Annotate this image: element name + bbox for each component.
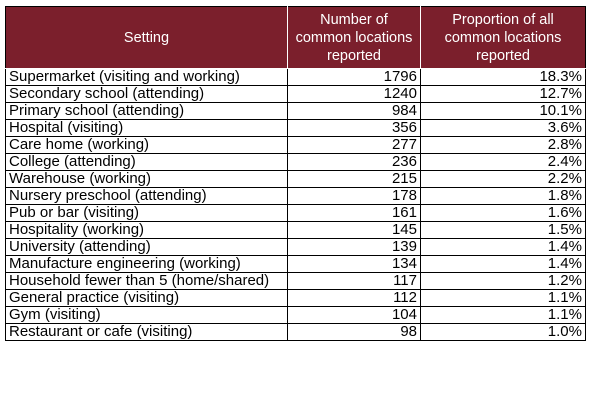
count-cell: 356 (287, 119, 421, 137)
table-row: Nursery preschool (attending) 178 1.8% (5, 187, 586, 205)
proportion-cell: 1.1% (420, 289, 586, 307)
header-row: Setting Number of common locations repor… (5, 6, 586, 69)
count-cell: 117 (287, 272, 421, 290)
table-row: Secondary school (attending) 1240 12.7% (5, 85, 586, 103)
setting-cell: University (attending) (5, 238, 288, 256)
proportion-cell: 10.1% (420, 102, 586, 120)
table-row: Warehouse (working) 215 2.2% (5, 170, 586, 188)
count-cell: 277 (287, 136, 421, 154)
setting-cell: Manufacture engineering (working) (5, 255, 288, 273)
setting-cell: College (attending) (5, 153, 288, 171)
setting-cell: Supermarket (visiting and working) (5, 68, 288, 86)
table-row: University (attending) 139 1.4% (5, 238, 586, 256)
count-cell: 1240 (287, 85, 421, 103)
proportion-cell: 1.2% (420, 272, 586, 290)
count-cell: 236 (287, 153, 421, 171)
proportion-cell: 3.6% (420, 119, 586, 137)
header-setting: Setting (5, 6, 288, 69)
table-row: College (attending) 236 2.4% (5, 153, 586, 171)
setting-cell: Warehouse (working) (5, 170, 288, 188)
setting-cell: Gym (visiting) (5, 306, 288, 324)
setting-cell: Restaurant or cafe (visiting) (5, 323, 288, 341)
setting-cell: Household fewer than 5 (home/shared) (5, 272, 288, 290)
setting-cell: Care home (working) (5, 136, 288, 154)
count-cell: 139 (287, 238, 421, 256)
table-row: Manufacture engineering (working) 134 1.4% (5, 255, 586, 273)
setting-cell: Primary school (attending) (5, 102, 288, 120)
setting-cell: Secondary school (attending) (5, 85, 288, 103)
proportion-cell: 1.8% (420, 187, 586, 205)
table-row: Care home (working) 277 2.8% (5, 136, 586, 154)
proportion-cell: 2.2% (420, 170, 586, 188)
proportion-cell: 2.8% (420, 136, 586, 154)
count-cell: 112 (287, 289, 421, 307)
table-row: Restaurant or cafe (visiting) 98 1.0% (5, 323, 586, 341)
table-row: Hospital (visiting) 356 3.6% (5, 119, 586, 137)
table-row: Supermarket (visiting and working) 1796 18… (5, 68, 586, 86)
proportion-cell: 1.4% (420, 238, 586, 256)
table-row: Household fewer than 5 (home/shared) 117 1… (5, 272, 586, 290)
proportion-cell: 1.4% (420, 255, 586, 273)
table-row: Primary school (attending) 984 10.1% (5, 102, 586, 120)
proportion-cell: 1.1% (420, 306, 586, 324)
proportion-cell: 1.5% (420, 221, 586, 239)
header-proportion: Proportion of all common locations repor… (420, 6, 586, 69)
count-cell: 178 (287, 187, 421, 205)
table-row: Hospitality (working) 145 1.5% (5, 221, 586, 239)
proportion-cell: 12.7% (420, 85, 586, 103)
setting-cell: Nursery preschool (attending) (5, 187, 288, 205)
setting-cell: General practice (visiting) (5, 289, 288, 307)
table-row: Pub or bar (visiting) 161 1.6% (5, 204, 586, 222)
setting-cell: Pub or bar (visiting) (5, 204, 288, 222)
table-row: Gym (visiting) 104 1.1% (5, 306, 586, 324)
count-cell: 215 (287, 170, 421, 188)
count-cell: 161 (287, 204, 421, 222)
table-body: Supermarket (visiting and working) 1796 18… (5, 68, 586, 341)
count-cell: 98 (287, 323, 421, 341)
count-cell: 104 (287, 306, 421, 324)
count-cell: 1796 (287, 68, 421, 86)
header-count: Number of common locations reported (287, 6, 421, 69)
table-row: General practice (visiting) 112 1.1% (5, 289, 586, 307)
count-cell: 145 (287, 221, 421, 239)
setting-cell: Hospitality (working) (5, 221, 288, 239)
proportion-cell: 1.0% (420, 323, 586, 341)
proportion-cell: 18.3% (420, 68, 586, 86)
proportion-cell: 2.4% (420, 153, 586, 171)
count-cell: 134 (287, 255, 421, 273)
count-cell: 984 (287, 102, 421, 120)
proportion-cell: 1.6% (420, 204, 586, 222)
setting-cell: Hospital (visiting) (5, 119, 288, 137)
common-locations-table: Setting Number of common locations repor… (5, 6, 586, 341)
